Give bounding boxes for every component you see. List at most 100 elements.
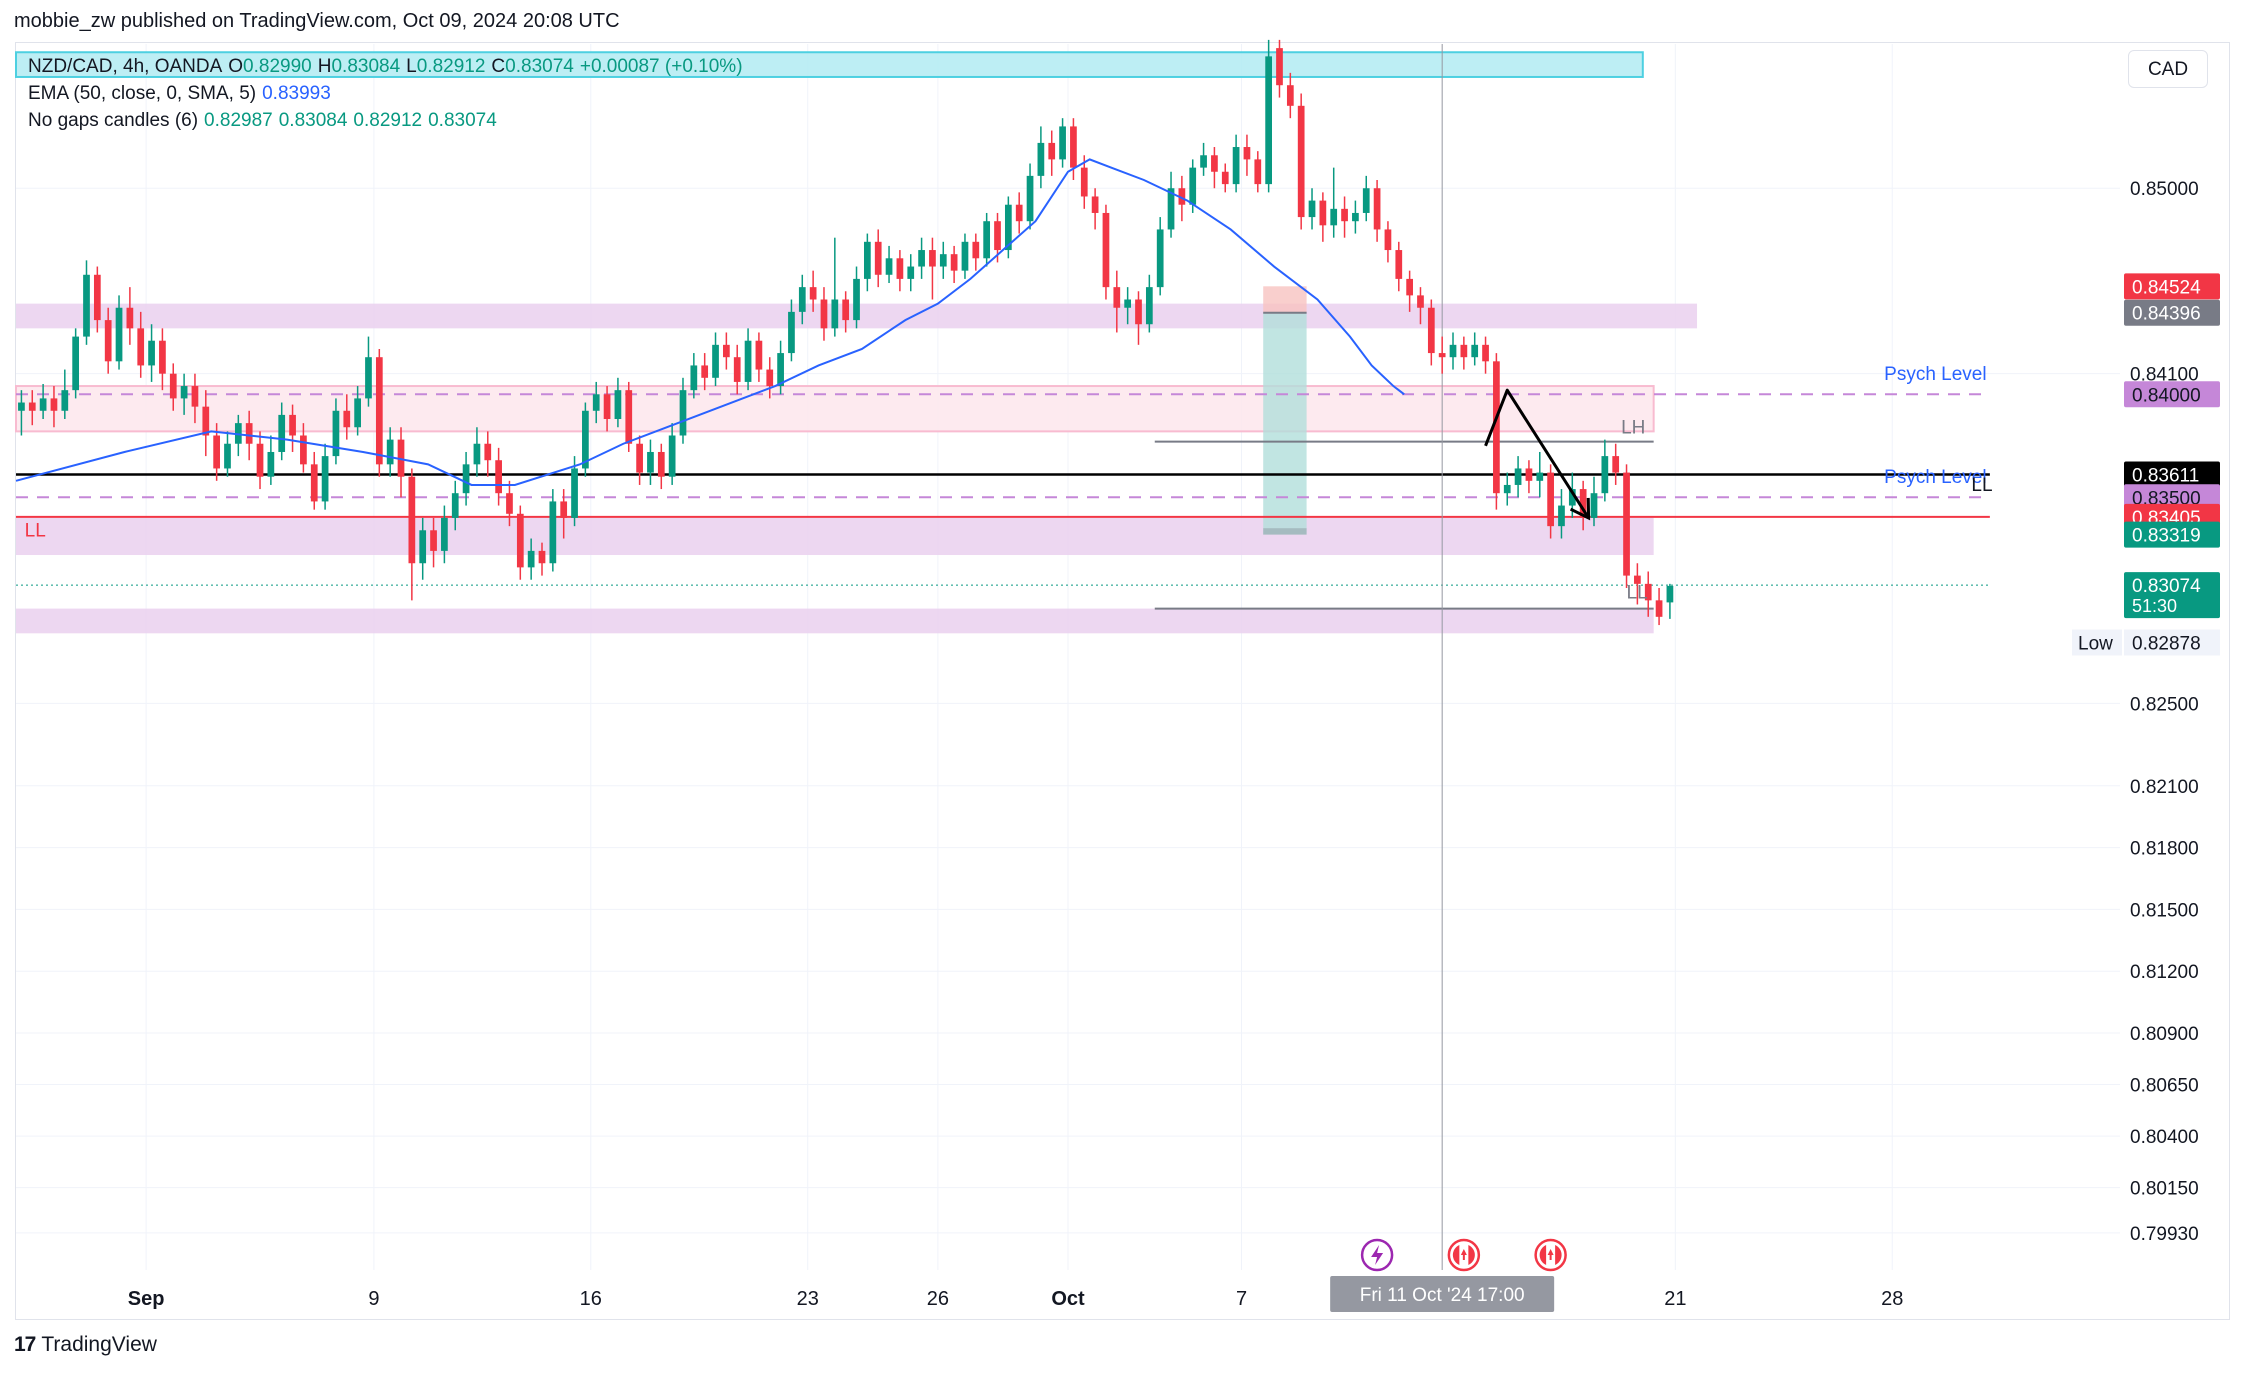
candle-body <box>126 307 134 329</box>
candle-body <box>1211 155 1218 172</box>
candle-down <box>1406 270 1413 312</box>
candle-down <box>93 266 101 333</box>
last-price-badge-bg <box>2124 572 2220 619</box>
candle-body <box>61 390 69 411</box>
candle-body <box>1503 484 1511 494</box>
candle-up <box>224 431 231 477</box>
candle-body <box>983 221 991 259</box>
flag-icon-leaf <box>1460 1249 1467 1260</box>
candle-down <box>929 237 936 300</box>
low-tag-bg <box>2072 629 2122 656</box>
candle-body <box>473 443 481 465</box>
candle-body <box>1341 208 1348 222</box>
candle-down <box>874 229 882 288</box>
candle-body <box>1395 250 1403 279</box>
candle-down <box>1579 480 1587 531</box>
high-label: H <box>317 56 332 77</box>
candle-body <box>1579 489 1587 518</box>
candle-down <box>1221 163 1229 193</box>
ll-zone <box>16 517 1654 556</box>
candle-up <box>1352 200 1359 234</box>
candle-down <box>1395 241 1403 292</box>
price-badge-bg <box>2124 299 2220 326</box>
tradingview-logo[interactable]: 17 TradingView <box>14 1333 157 1357</box>
candle-up <box>1330 167 1338 238</box>
candle-body <box>592 394 600 411</box>
candle-body <box>430 530 437 551</box>
candle-body <box>1666 585 1674 603</box>
candle-up <box>863 233 871 292</box>
time-axis-label: Oct <box>1051 1288 1085 1310</box>
candle-up <box>1362 175 1370 222</box>
candle-down <box>1373 179 1381 242</box>
nogaps-label[interactable]: No gaps candles (6) <box>28 110 199 131</box>
candle-body <box>115 307 123 362</box>
candle-down <box>636 435 643 485</box>
candle-up <box>61 369 69 420</box>
candle-body <box>1004 204 1012 251</box>
candle-body <box>668 435 676 477</box>
candle-body <box>1590 493 1598 518</box>
candle-down <box>1460 336 1468 370</box>
candle-up <box>1601 439 1609 502</box>
price-axis-label: 0.82100 <box>2130 777 2199 798</box>
candle-up <box>441 505 448 564</box>
candle-body <box>516 513 524 568</box>
candle-body <box>1232 147 1240 185</box>
candle-up <box>788 299 795 362</box>
candle-body <box>354 398 361 428</box>
currency-button[interactable]: CAD <box>2128 50 2208 88</box>
ll-right-label: LL <box>1627 582 1648 603</box>
candle-body <box>321 456 329 502</box>
candle-body <box>1178 188 1186 205</box>
candle-body <box>397 439 405 477</box>
candle-body <box>1297 105 1305 218</box>
candle-down <box>397 427 405 498</box>
price-badge: 0.83611 <box>2124 461 2220 488</box>
flash-event-icon[interactable] <box>1360 1238 1394 1272</box>
candle-down <box>1080 155 1088 209</box>
nogaps-value: 0.82912 <box>353 110 423 131</box>
candle-up <box>939 241 947 279</box>
candle-body <box>1427 307 1435 354</box>
price-axis-label: 0.85000 <box>2130 179 2199 200</box>
candle-up <box>148 324 155 382</box>
price-badge-bg <box>2124 273 2220 300</box>
candle-body <box>1048 142 1056 160</box>
candle-down <box>1113 270 1121 333</box>
ema-label[interactable]: EMA (50, close, 0, SMA, 5) <box>28 83 257 104</box>
price-badge-text: 0.83319 <box>2132 526 2201 547</box>
psych-level-bottom-label: Psych Level <box>1884 467 1986 488</box>
candle-body <box>1449 344 1457 358</box>
candle-down <box>1319 192 1327 242</box>
canada-flag-icon[interactable] <box>1534 1238 1567 1272</box>
candle-body <box>18 402 25 411</box>
candle-up <box>419 517 427 580</box>
symbol-label[interactable]: NZD/CAD, 4h, OANDA <box>28 56 223 77</box>
ema-value: 0.83993 <box>262 83 331 104</box>
candle-body <box>939 254 947 267</box>
candle-up <box>72 328 80 399</box>
low-zone <box>16 608 1654 634</box>
candle-body <box>744 340 752 382</box>
open-label: O <box>228 56 244 77</box>
candle-down <box>1634 563 1641 605</box>
candle-body <box>766 369 774 387</box>
candle-up <box>1558 489 1565 539</box>
candle-body <box>1102 212 1110 288</box>
candle-body <box>484 443 492 461</box>
candle-body <box>495 460 502 494</box>
canada-flag-icon[interactable] <box>1447 1238 1481 1272</box>
candle-down <box>1243 134 1251 176</box>
candle-down <box>516 505 524 580</box>
candle-up <box>115 295 123 370</box>
candle-body <box>289 414 296 436</box>
candle-body <box>918 250 925 267</box>
candle-up <box>1124 287 1132 325</box>
candle-up <box>332 398 340 465</box>
candle-body <box>582 410 589 469</box>
time-axis-label: Sep <box>128 1288 165 1310</box>
low-value-text: 0.82878 <box>2132 633 2201 654</box>
